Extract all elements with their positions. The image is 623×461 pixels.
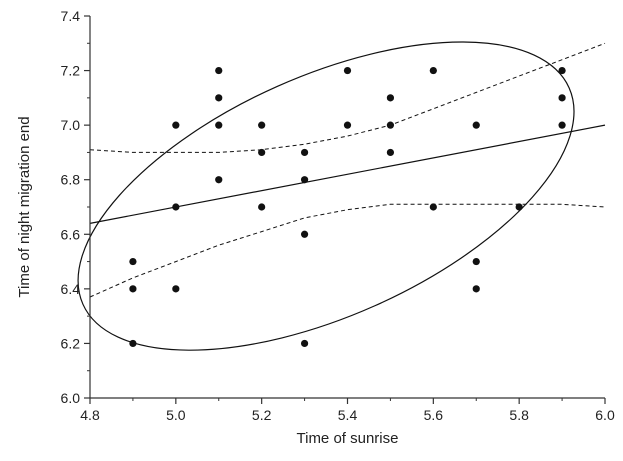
data-points-layer — [129, 66, 566, 348]
data-point — [258, 121, 266, 129]
data-point — [558, 66, 566, 75]
data-point — [558, 94, 566, 102]
data-point — [429, 66, 437, 75]
data-point — [215, 94, 223, 102]
data-point — [172, 285, 180, 293]
data-point — [386, 121, 395, 129]
data-point — [258, 203, 266, 211]
data-point — [343, 121, 352, 129]
x-tick-label: 5.0 — [166, 407, 186, 423]
x-tick-label: 5.2 — [252, 407, 272, 423]
regression-line-layer — [89, 124, 606, 224]
y-tick-label: 6.8 — [61, 172, 81, 188]
y-tick-label: 7.0 — [61, 117, 81, 133]
data-point — [429, 203, 437, 211]
data-point — [215, 66, 223, 75]
y-tick-label: 6.4 — [61, 281, 81, 297]
data-point — [472, 285, 480, 293]
data-point — [386, 94, 395, 102]
data-point — [258, 148, 266, 157]
y-tick-label: 6.6 — [61, 226, 81, 242]
data-point — [172, 121, 180, 129]
data-point — [515, 203, 523, 211]
y-tick-label: 6.2 — [61, 335, 81, 351]
data-point — [129, 339, 137, 348]
x-tick-label: 5.4 — [338, 407, 358, 423]
x-tick-label: 5.8 — [509, 407, 529, 423]
y-tick-label: 6.0 — [61, 390, 81, 406]
y-tick-label: 7.4 — [61, 8, 81, 24]
lower-confidence-band — [89, 203, 606, 298]
axes-layer: 4.8 5.0 5.2 5.4 5.6 5.8 6.0 6.0 6.2 6.4 6.6 6.8 7.0 7… — [61, 8, 615, 423]
data-point — [472, 121, 480, 129]
data-point — [558, 121, 566, 129]
data-point — [300, 339, 309, 348]
y-axis-title: Time of night migration end — [16, 116, 33, 297]
data-point — [129, 285, 137, 293]
y-tick-label: 7.2 — [61, 63, 81, 79]
regression-line — [89, 124, 606, 224]
confidence-ellipse-layer — [77, 41, 575, 351]
data-point — [472, 257, 480, 266]
data-point — [386, 148, 395, 157]
data-point — [343, 66, 352, 75]
x-tick-label: 5.6 — [424, 407, 444, 423]
x-tick-label: 4.8 — [80, 407, 100, 423]
data-point — [215, 121, 223, 129]
upper-confidence-band — [89, 42, 606, 153]
confidence-ellipse — [77, 41, 575, 351]
data-point — [300, 148, 309, 157]
data-point — [129, 257, 137, 266]
data-point — [300, 176, 309, 184]
confidence-band-layer — [89, 42, 606, 298]
x-tick-label: 6.0 — [595, 407, 615, 423]
data-point — [300, 230, 309, 238]
data-point — [215, 176, 223, 184]
x-axis-title: Time of sunrise — [297, 430, 399, 447]
data-point — [172, 203, 180, 211]
